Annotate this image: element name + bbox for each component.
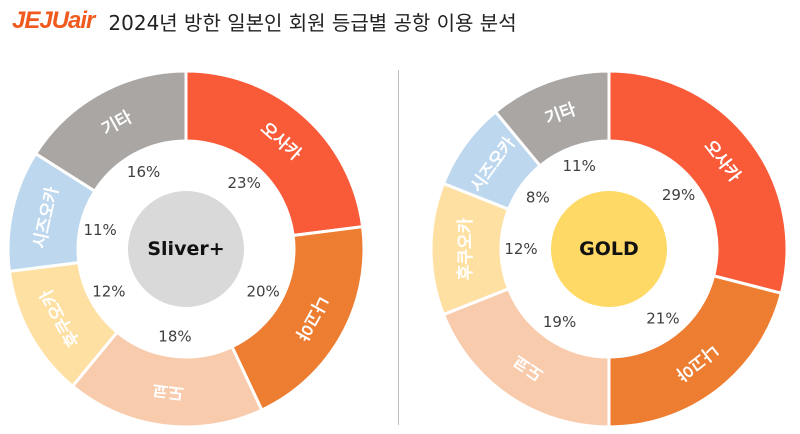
- data-label: 21%: [646, 310, 679, 328]
- slice-category-label: 도쿄: [151, 379, 185, 403]
- data-label: 19%: [543, 313, 576, 331]
- donut-slice: [607, 274, 784, 429]
- chart-divider: [398, 70, 399, 425]
- data-label: 29%: [662, 186, 695, 204]
- donut-slice: [441, 286, 611, 429]
- donut-slice: [229, 225, 366, 413]
- page-title: 2024년 방한 일본인 회원 등급별 공항 이용 분석: [108, 10, 517, 35]
- data-label: 12%: [92, 282, 125, 300]
- data-label: 16%: [127, 163, 160, 181]
- data-label: 23%: [228, 174, 261, 192]
- center-label: GOLD: [579, 238, 639, 260]
- data-label: 18%: [158, 327, 191, 345]
- center-circle: [128, 191, 244, 307]
- donut-slice: [493, 69, 611, 168]
- donut-slice: [184, 69, 365, 238]
- data-label: 20%: [246, 282, 279, 300]
- donut-slice: [607, 69, 789, 296]
- center-label: Sliver+: [147, 238, 224, 260]
- center-circle: [551, 191, 667, 307]
- donut-slice: [33, 69, 188, 194]
- header: JEJUair 2024년 방한 일본인 회원 등급별 공항 이용 분석: [12, 6, 517, 36]
- jejuair-logo: JEJUair: [12, 7, 95, 34]
- data-label: 8%: [526, 188, 550, 206]
- slice-category-label: 후쿠오카: [455, 217, 476, 280]
- data-label: 12%: [504, 240, 537, 258]
- data-label: 11%: [563, 157, 596, 175]
- data-label: 11%: [83, 221, 116, 239]
